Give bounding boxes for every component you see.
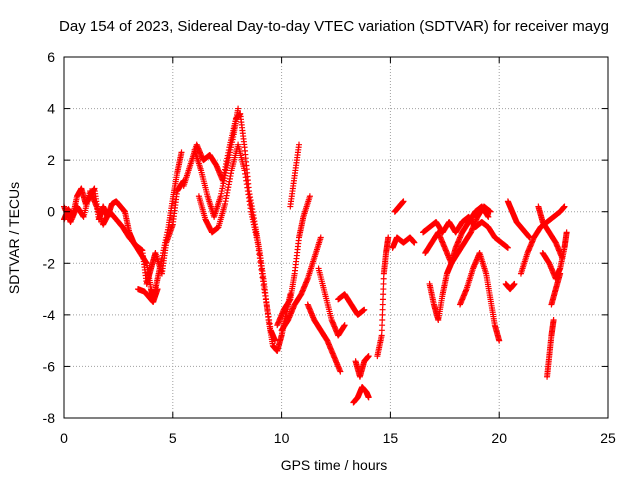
data-point bbox=[365, 353, 372, 360]
data-point bbox=[378, 332, 385, 339]
data-point bbox=[361, 306, 368, 313]
data-point bbox=[550, 317, 557, 324]
data-point bbox=[511, 280, 518, 287]
data-point bbox=[379, 317, 386, 324]
data-point bbox=[380, 286, 387, 293]
data-point bbox=[411, 239, 418, 246]
data-point bbox=[379, 322, 386, 329]
y-tick-label: -6 bbox=[43, 358, 56, 374]
x-tick-label: 25 bbox=[600, 430, 616, 446]
chart-title: Day 154 of 2023, Sidereal Day-to-day VTE… bbox=[59, 18, 609, 35]
y-axis-label: SDTVAR / TECUs bbox=[6, 182, 22, 294]
data-point bbox=[235, 105, 242, 112]
data-point bbox=[341, 322, 348, 329]
x-tick-label: 5 bbox=[169, 430, 177, 446]
plot-frame bbox=[63, 56, 609, 419]
x-tick-label: 10 bbox=[274, 430, 290, 446]
x-axis-ticks: 0 5 10 15 20 25 bbox=[60, 57, 616, 446]
y-tick-label: 4 bbox=[47, 101, 55, 117]
data-point bbox=[317, 234, 324, 241]
y-tick-label: 0 bbox=[47, 204, 55, 220]
data-point bbox=[306, 193, 313, 200]
y-tick-label: 6 bbox=[47, 49, 55, 65]
data-point bbox=[379, 296, 386, 303]
data-point bbox=[561, 203, 568, 210]
data-point bbox=[378, 327, 385, 334]
x-tick-label: 15 bbox=[383, 430, 399, 446]
data-point bbox=[504, 244, 511, 251]
data-point bbox=[400, 198, 407, 205]
data-point bbox=[385, 234, 392, 241]
y-tick-label: -2 bbox=[43, 255, 56, 271]
x-tick-label: 20 bbox=[491, 430, 507, 446]
data-point bbox=[485, 213, 492, 220]
data-point bbox=[557, 270, 564, 277]
y-tick-label: -4 bbox=[43, 307, 56, 323]
data-point bbox=[380, 291, 387, 298]
data-point bbox=[337, 368, 344, 375]
data-point bbox=[496, 337, 503, 344]
data-point bbox=[272, 337, 279, 344]
x-tick-label: 0 bbox=[60, 430, 68, 446]
data-point bbox=[178, 149, 185, 156]
data-point bbox=[365, 394, 372, 401]
data-point bbox=[379, 311, 386, 318]
data-points bbox=[61, 105, 570, 406]
x-axis-label: GPS time / hours bbox=[281, 457, 388, 473]
data-point bbox=[379, 301, 386, 308]
data-point bbox=[154, 286, 161, 293]
y-tick-label: 2 bbox=[47, 152, 55, 168]
y-tick-label: -8 bbox=[43, 410, 56, 426]
data-point bbox=[380, 280, 387, 287]
data-point bbox=[296, 141, 303, 148]
data-point bbox=[563, 229, 570, 236]
data-point bbox=[487, 208, 494, 215]
data-point bbox=[379, 306, 386, 313]
data-point bbox=[380, 275, 387, 282]
y-axis-ticks: -8 -6 -4 -2 0 2 4 6 bbox=[43, 49, 608, 426]
